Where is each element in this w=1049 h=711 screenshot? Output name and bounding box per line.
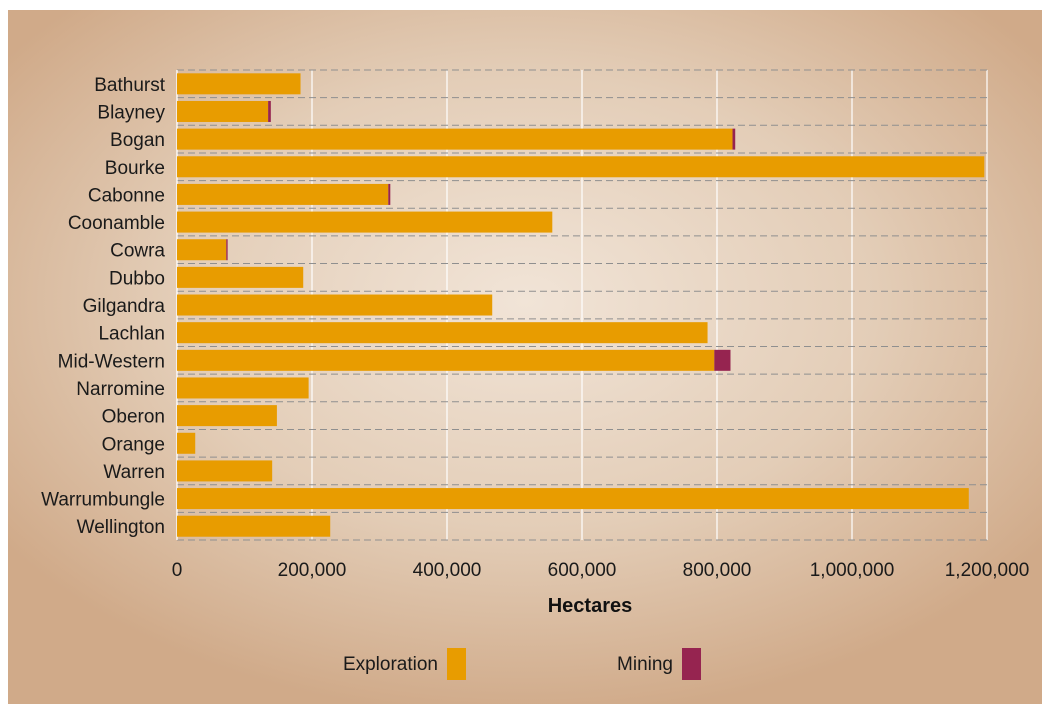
category-label: Blayney	[97, 102, 165, 123]
bar-exploration-wellington	[177, 515, 331, 537]
category-label: Bogan	[110, 130, 165, 151]
bar-exploration-dubbo	[177, 266, 304, 288]
bar-exploration-coonamble	[177, 211, 553, 233]
bar-exploration-blayney	[177, 100, 269, 122]
bar-mining-cowra	[226, 239, 228, 261]
category-label: Narromine	[76, 379, 165, 400]
gridlines	[176, 69, 988, 541]
chart-panel: Bathurst Blayney Bogan Bourke Cabonne Coonamb…	[8, 10, 1042, 704]
category-label: Coonamble	[68, 213, 165, 234]
legend-label-exploration: Exploration	[343, 654, 438, 675]
bar-exploration-bogan	[177, 128, 733, 150]
bar-exploration-lachlan	[177, 322, 708, 344]
bar-exploration-warren	[177, 460, 273, 482]
bar-mining-bogan	[732, 128, 736, 150]
category-label: Warren	[103, 462, 165, 483]
bar-exploration-warrumbungle	[177, 488, 969, 510]
legend-swatch-exploration	[447, 648, 466, 680]
x-tick-label: 600,000	[548, 560, 617, 581]
bar-exploration-cabonne	[177, 183, 389, 205]
category-label: Mid-Western	[58, 351, 165, 372]
x-tick-labels: 0 200,000 400,000 600,000 800,000 1,000,000 1,…	[172, 560, 1030, 581]
category-label: Dubbo	[109, 268, 165, 289]
category-label: Cowra	[110, 241, 165, 262]
legend-swatch-mining	[682, 648, 701, 680]
bar-exploration-narromine	[177, 377, 309, 399]
category-label: Bourke	[105, 158, 165, 179]
bars	[177, 73, 985, 537]
bar-exploration-cowra	[177, 239, 227, 261]
bar-exploration-mid-western	[177, 349, 715, 371]
category-label: Warrumbungle	[41, 490, 165, 511]
category-label: Oberon	[102, 407, 165, 428]
bar-exploration-oberon	[177, 405, 277, 427]
bar-exploration-gilgandra	[177, 294, 493, 316]
bar-mining-cabonne	[388, 183, 391, 205]
category-labels: Bathurst Blayney Bogan Bourke Cabonne Coonamb…	[41, 75, 166, 538]
bar-exploration-bathurst	[177, 73, 301, 95]
x-tick-label: 0	[172, 560, 183, 581]
bar-chart: Bathurst Blayney Bogan Bourke Cabonne Coonamb…	[41, 69, 1030, 680]
legend-label-mining: Mining	[617, 654, 673, 675]
category-label: Gilgandra	[83, 296, 166, 317]
category-label: Lachlan	[98, 324, 165, 345]
bar-exploration-bourke	[177, 156, 985, 178]
x-tick-label: 400,000	[413, 560, 482, 581]
category-label: Wellington	[77, 517, 165, 538]
legend: Exploration Mining	[343, 648, 701, 680]
bar-mining-blayney	[268, 100, 271, 122]
x-tick-label: 1,200,000	[945, 560, 1030, 581]
x-tick-label: 800,000	[683, 560, 752, 581]
category-label: Orange	[102, 434, 165, 455]
category-label: Cabonne	[88, 185, 165, 206]
x-tick-label: 200,000	[278, 560, 347, 581]
category-label: Bathurst	[94, 75, 165, 96]
x-axis-title: Hectares	[548, 595, 633, 617]
x-tick-label: 1,000,000	[810, 560, 895, 581]
bar-mining-mid-western	[714, 349, 731, 371]
bar-exploration-orange	[177, 432, 196, 454]
